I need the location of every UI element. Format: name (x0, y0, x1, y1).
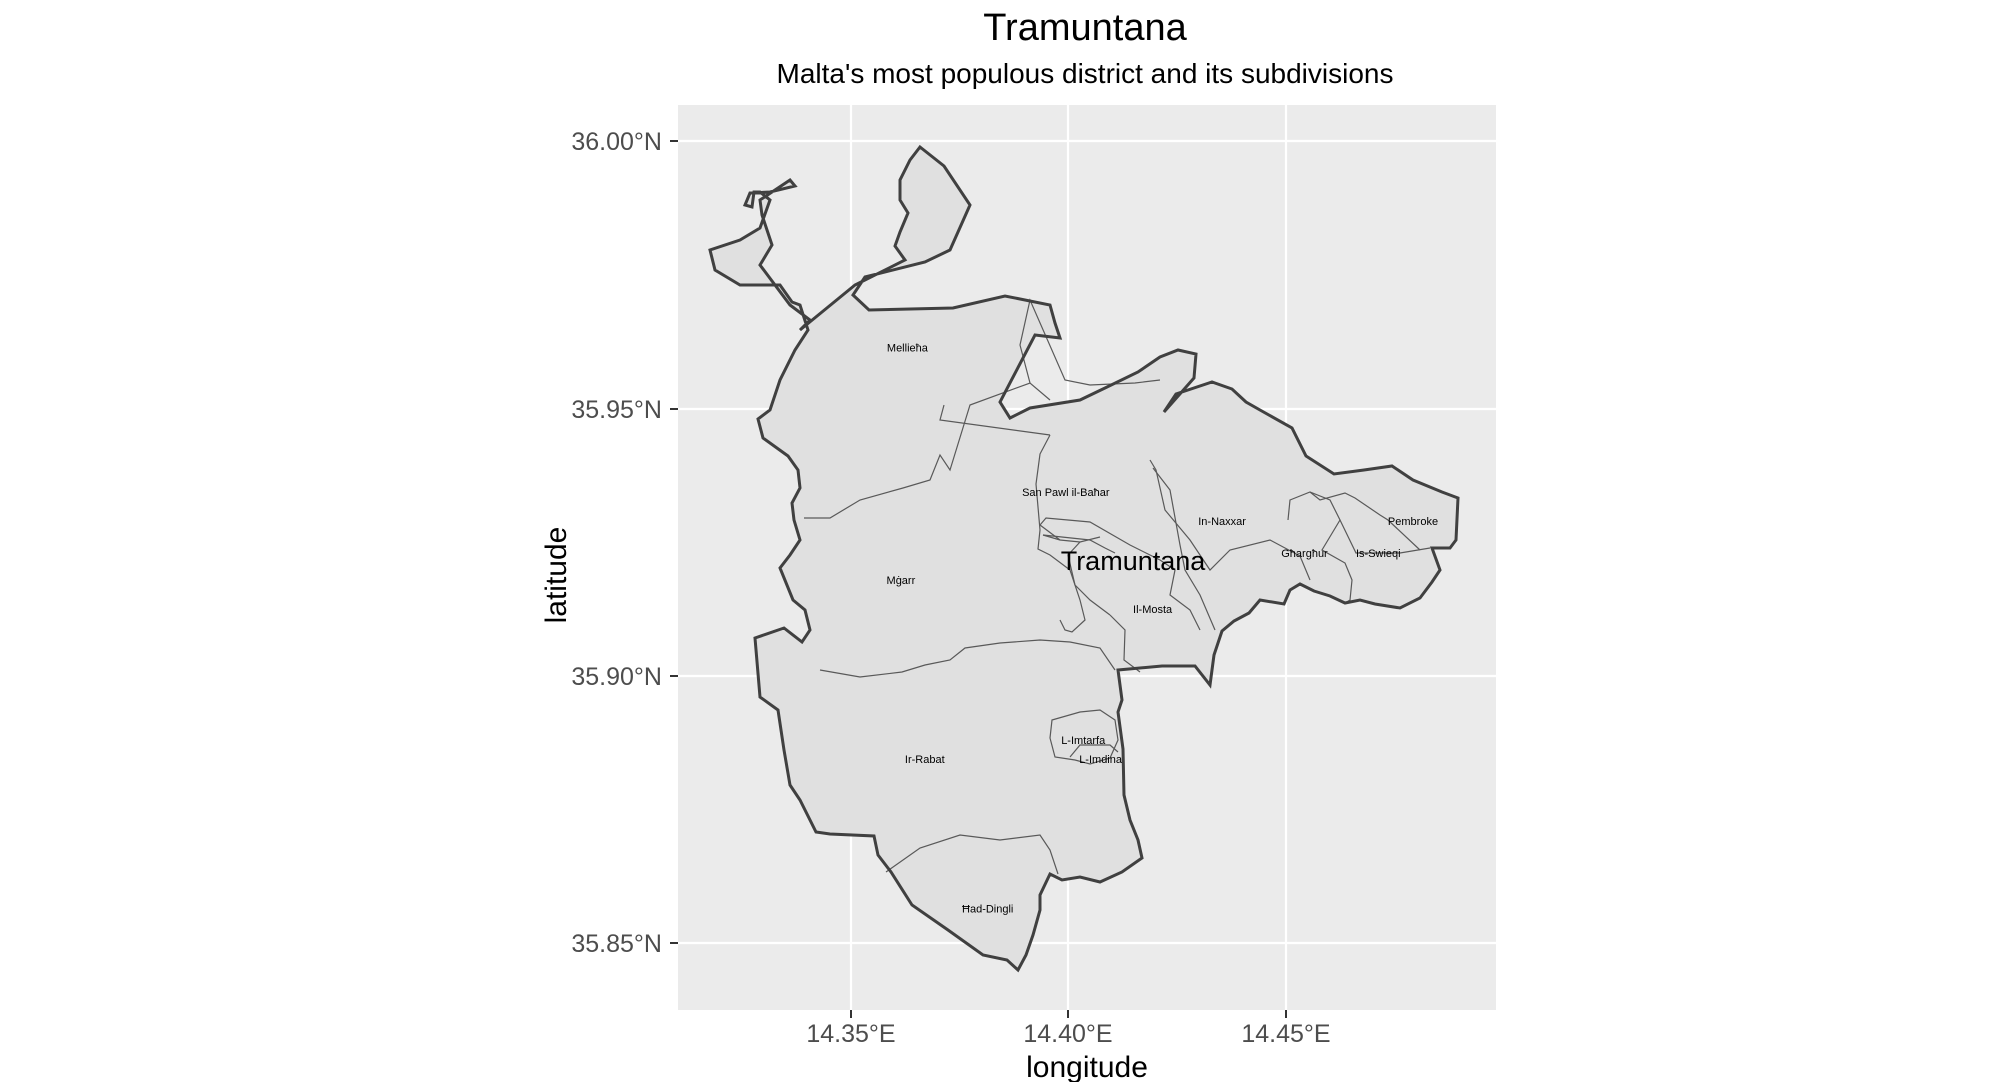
x-axis (850, 1010, 1287, 1018)
y-tick-label: 35.95°N (571, 396, 662, 424)
region-label: Ir-Rabat (905, 754, 945, 766)
region-labels: Mellieħa San Pawl il-Baħar In-Naxxar Pembro… (887, 343, 1439, 916)
y-tick-label: 36.00°N (571, 128, 662, 156)
y-axis-title: latitude (540, 527, 573, 624)
region-label: Għargħur (1281, 548, 1328, 560)
y-tick-label: 35.90°N (571, 663, 662, 691)
subdivision-boundaries (804, 298, 1431, 875)
region-label: Il-Mosta (1133, 604, 1173, 616)
district-map (708, 144, 1460, 973)
tramuntana-outline (708, 144, 1460, 973)
region-label: L-Imdina (1079, 754, 1123, 766)
tramuntana-fill (710, 147, 1458, 970)
x-tick-label: 14.45°E (1241, 1020, 1330, 1048)
x-axis-title: longitude (1026, 1051, 1148, 1082)
region-label: L-Imtarfa (1061, 735, 1106, 747)
region-label: San Pawl il-Baħar (1022, 487, 1110, 499)
y-axis (670, 140, 678, 944)
x-tick-label: 14.35°E (806, 1020, 895, 1048)
plot-title: Tramuntana (983, 7, 1187, 49)
region-label: Mellieħa (887, 343, 929, 355)
district-label: Tramuntana (1061, 546, 1207, 576)
region-label: Pembroke (1388, 516, 1438, 528)
region-label: Ħad-Dingli (962, 903, 1013, 915)
region-label: Is-Swieqi (1356, 548, 1401, 560)
x-tick-label: 14.40°E (1023, 1020, 1112, 1048)
region-label: Mġarr (887, 575, 916, 587)
plot-subtitle: Malta's most populous district and its s… (777, 58, 1394, 89)
region-label: In-Naxxar (1198, 516, 1246, 528)
y-tick-label: 35.85°N (571, 930, 662, 958)
